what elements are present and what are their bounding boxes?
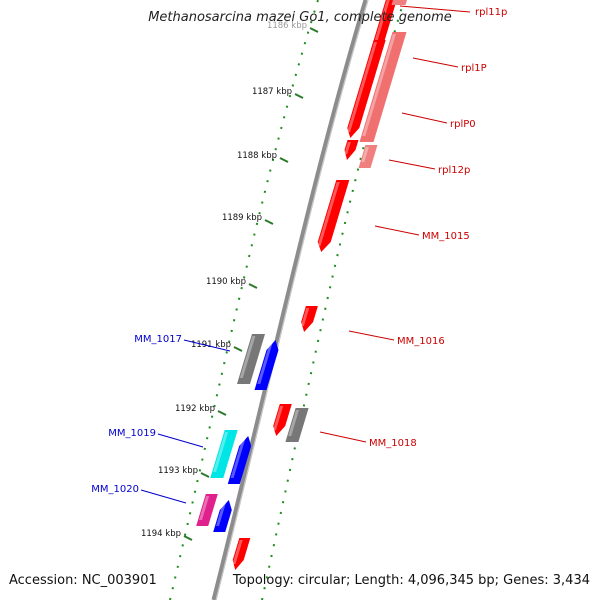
gene-label[interactable]: rpl12p bbox=[438, 165, 470, 176]
gene-label-leader bbox=[348, 330, 395, 341]
gene-MM_1019-glyph[interactable] bbox=[210, 430, 238, 478]
gene-label-leader bbox=[399, 5, 471, 13]
tick-mark bbox=[279, 157, 289, 163]
gene-rplP0-light-glyph[interactable] bbox=[359, 32, 407, 142]
gene-label[interactable]: MM_1016 bbox=[397, 336, 445, 347]
gene-MM_1017-blue-glyph[interactable] bbox=[254, 340, 279, 390]
gene-label-leader bbox=[319, 431, 367, 443]
gene-MM_1018-gray-glyph[interactable] bbox=[285, 408, 309, 442]
tick-label: 1194 kbp bbox=[141, 529, 181, 539]
tick-label: 1186 kbp bbox=[267, 21, 307, 31]
gene-MM_1016-glyph[interactable] bbox=[300, 306, 318, 332]
gene-MM_1017-glyph[interactable] bbox=[237, 334, 265, 384]
genome-backbone bbox=[211, 0, 369, 600]
tick-mark bbox=[217, 410, 227, 416]
gene-label[interactable]: rpl11p bbox=[475, 7, 507, 18]
tick-label: 1191 kbp bbox=[191, 340, 231, 350]
tick-mark bbox=[309, 27, 319, 33]
gene-MM_1020-blue-glyph[interactable] bbox=[213, 500, 232, 532]
tick-label: 1192 kbp bbox=[175, 404, 215, 414]
gene-label[interactable]: MM_1017 bbox=[134, 334, 182, 345]
tick-label: 1188 kbp bbox=[237, 151, 277, 161]
gene-label-leader bbox=[183, 339, 231, 352]
gene-label[interactable]: rplP0 bbox=[450, 119, 476, 130]
gene-label-leader bbox=[374, 225, 420, 236]
gene-label[interactable]: MM_1018 bbox=[369, 438, 417, 449]
inner-dotted-track bbox=[169, 0, 319, 600]
gene-label[interactable]: MM_1015 bbox=[422, 231, 470, 242]
gene-MM_1020-glyph[interactable] bbox=[196, 494, 218, 526]
tick-label: 1189 kbp bbox=[222, 213, 262, 223]
gene-label[interactable]: rpl1P bbox=[461, 63, 487, 74]
gene-MM_1015-glyph[interactable] bbox=[317, 180, 350, 252]
gene-label[interactable]: MM_1019 bbox=[108, 428, 156, 439]
accession-text: Accession: NC_003901 bbox=[9, 573, 157, 588]
tick-label: 1190 kbp bbox=[206, 277, 246, 287]
gene-label-leader bbox=[401, 112, 448, 124]
genome-backbone-highlight bbox=[215, 0, 369, 600]
gene-label[interactable]: MM_1020 bbox=[91, 484, 139, 495]
gene-rpl12p-light-glyph[interactable] bbox=[358, 145, 378, 168]
gene-MM_1018-glyph[interactable] bbox=[273, 404, 292, 436]
tick-mark bbox=[183, 535, 193, 541]
tick-mark bbox=[200, 472, 210, 478]
tick-mark bbox=[264, 219, 274, 225]
gene-rpl11p-light-glyph[interactable] bbox=[391, 0, 409, 5]
gene-label-leader bbox=[412, 57, 459, 68]
gene-label-leader bbox=[140, 489, 187, 504]
tick-mark bbox=[233, 346, 243, 352]
tick-mark bbox=[248, 283, 258, 289]
gene-MM_1019-blue-glyph[interactable] bbox=[227, 436, 252, 484]
gene-rpl12p-glyph[interactable] bbox=[344, 140, 359, 160]
page-title: Methanosarcina mazei Go1, complete genom… bbox=[148, 10, 452, 25]
gene-label-leader bbox=[157, 433, 204, 448]
genome-summary-text: Topology: circular; Length: 4,096,345 bp… bbox=[232, 573, 590, 588]
tick-mark bbox=[294, 93, 304, 99]
gene-label-leader bbox=[388, 159, 436, 170]
tick-label: 1187 kbp bbox=[252, 87, 292, 97]
gene-1194-red-glyph[interactable] bbox=[232, 538, 251, 570]
tick-label: 1193 kbp bbox=[158, 466, 198, 476]
gene-rpl1P-glyph[interactable] bbox=[347, 40, 386, 138]
